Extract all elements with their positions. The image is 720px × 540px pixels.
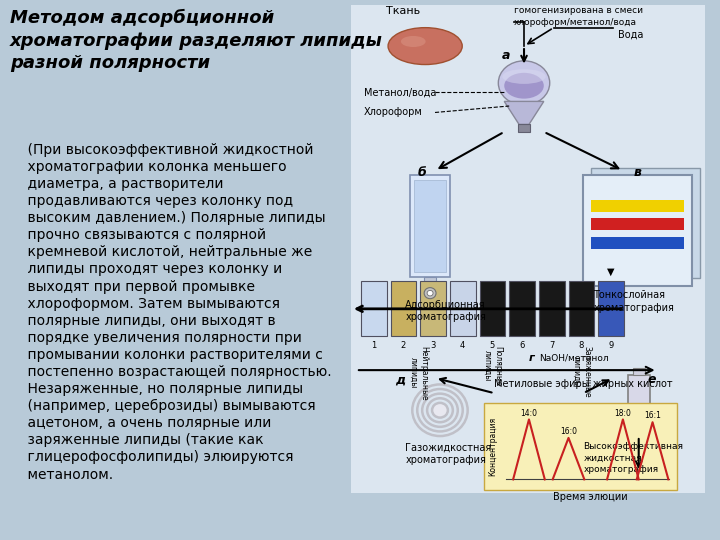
Circle shape bbox=[427, 291, 433, 296]
FancyBboxPatch shape bbox=[591, 237, 684, 249]
FancyBboxPatch shape bbox=[591, 219, 684, 231]
Text: Вода: Вода bbox=[618, 30, 644, 39]
Text: 3: 3 bbox=[431, 341, 436, 350]
FancyBboxPatch shape bbox=[414, 180, 446, 272]
Text: 2: 2 bbox=[401, 341, 406, 350]
FancyBboxPatch shape bbox=[628, 375, 649, 429]
Ellipse shape bbox=[401, 36, 426, 47]
FancyBboxPatch shape bbox=[390, 281, 416, 336]
Ellipse shape bbox=[504, 73, 544, 99]
FancyBboxPatch shape bbox=[583, 175, 692, 286]
Text: 1: 1 bbox=[371, 341, 377, 350]
Text: Методом адсорбционной
хроматографии разделяют липиды
разной полярности: Методом адсорбционной хроматографии разд… bbox=[10, 9, 383, 72]
Text: Высокоэффективная
жидкостная
хроматография: Высокоэффективная жидкостная хроматограф… bbox=[583, 442, 683, 474]
Text: Нейтральные
липиды: Нейтральные липиды bbox=[408, 346, 428, 400]
Text: 6: 6 bbox=[519, 341, 525, 350]
Text: г: г bbox=[529, 353, 535, 363]
FancyBboxPatch shape bbox=[539, 281, 564, 336]
Text: Тонкослойная
хроматография: Тонкослойная хроматография bbox=[593, 291, 674, 313]
Text: в: в bbox=[634, 166, 642, 179]
Ellipse shape bbox=[498, 61, 550, 105]
FancyBboxPatch shape bbox=[598, 281, 624, 336]
Text: а: а bbox=[503, 49, 510, 62]
FancyBboxPatch shape bbox=[361, 281, 387, 336]
Text: 18:0: 18:0 bbox=[614, 409, 631, 417]
FancyBboxPatch shape bbox=[480, 281, 505, 336]
FancyBboxPatch shape bbox=[351, 5, 705, 493]
FancyBboxPatch shape bbox=[509, 281, 535, 336]
Text: 9: 9 bbox=[608, 341, 613, 350]
Text: NaOH/метанол: NaOH/метанол bbox=[539, 354, 608, 363]
Text: Ткань: Ткань bbox=[386, 6, 420, 16]
Text: 16:1: 16:1 bbox=[644, 411, 661, 420]
Text: гомогенизирована в смеси
хлороформ/метанол/вода: гомогенизирована в смеси хлороформ/метан… bbox=[514, 6, 643, 26]
FancyBboxPatch shape bbox=[424, 276, 436, 291]
Text: 16:0: 16:0 bbox=[560, 427, 577, 436]
FancyBboxPatch shape bbox=[450, 281, 476, 336]
Text: 7: 7 bbox=[549, 341, 554, 350]
Circle shape bbox=[432, 403, 448, 417]
Text: д: д bbox=[395, 373, 405, 386]
FancyBboxPatch shape bbox=[485, 403, 678, 490]
FancyBboxPatch shape bbox=[569, 281, 594, 336]
FancyBboxPatch shape bbox=[635, 429, 643, 436]
FancyBboxPatch shape bbox=[633, 368, 644, 375]
Text: Полярные
липиды: Полярные липиды bbox=[482, 346, 502, 386]
Text: 8: 8 bbox=[579, 341, 584, 350]
Text: б: б bbox=[418, 166, 426, 179]
Text: ▼: ▼ bbox=[607, 267, 615, 276]
FancyBboxPatch shape bbox=[591, 168, 700, 279]
Text: 4: 4 bbox=[460, 341, 465, 350]
Text: Метанол/вода: Метанол/вода bbox=[364, 87, 436, 97]
Text: Газожидкостная
хроматография: Газожидкостная хроматография bbox=[405, 442, 492, 465]
Text: Концентрация: Концентрация bbox=[488, 417, 497, 476]
FancyBboxPatch shape bbox=[410, 175, 450, 276]
FancyBboxPatch shape bbox=[591, 200, 684, 212]
Text: Время элюции: Время элюции bbox=[554, 492, 628, 502]
FancyBboxPatch shape bbox=[420, 281, 446, 336]
Text: (При высокоэффективной жидкостной
    хроматографии колонка меньшего
    диаметр: (При высокоэффективной жидкостной хромат… bbox=[10, 143, 331, 482]
FancyBboxPatch shape bbox=[518, 124, 530, 132]
Ellipse shape bbox=[503, 69, 546, 84]
Text: е: е bbox=[647, 373, 656, 386]
Text: 5: 5 bbox=[490, 341, 495, 350]
Polygon shape bbox=[504, 102, 544, 124]
Text: 14:0: 14:0 bbox=[521, 409, 537, 417]
Text: Адсорбционная
хроматография: Адсорбционная хроматография bbox=[405, 300, 486, 322]
Text: Заряженные
липиды: Заряженные липиды bbox=[572, 346, 591, 397]
Text: Метиловые эфиры жирных кислот: Метиловые эфиры жирных кислот bbox=[495, 379, 673, 389]
Circle shape bbox=[424, 288, 436, 299]
Ellipse shape bbox=[388, 28, 462, 65]
Text: Хлороформ: Хлороформ bbox=[364, 107, 423, 118]
